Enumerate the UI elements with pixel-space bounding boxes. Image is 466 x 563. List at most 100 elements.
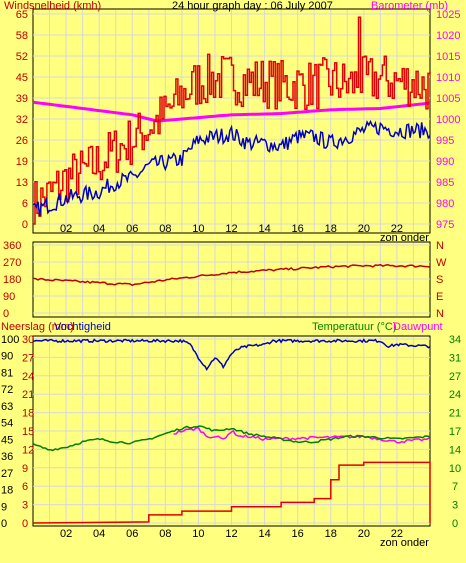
rain-series xyxy=(32,461,431,524)
x-tick-label: 14 xyxy=(258,528,270,540)
y-tick-label: 13 xyxy=(16,177,28,189)
y-tick-label: 6 xyxy=(22,481,28,493)
y-tick-label: 0 xyxy=(3,308,9,320)
y-tick-label: 81 xyxy=(1,367,13,379)
y-tick-label: 6 xyxy=(22,198,28,210)
y-tick-label: 45 xyxy=(1,434,13,446)
x-tick-label: 04 xyxy=(93,528,105,540)
grid-mid xyxy=(33,243,430,316)
humidity-series xyxy=(32,338,431,372)
y-tick-label: 36 xyxy=(1,451,13,463)
x-tick-label: 08 xyxy=(159,223,171,235)
y-tick-label: 3 xyxy=(452,500,458,512)
y-tick-label: 270 xyxy=(3,257,21,269)
x-tick-label: 20 xyxy=(358,528,370,540)
bottom-x-unit: zon onder xyxy=(380,537,429,549)
y-tick-label: 10 xyxy=(449,463,461,475)
wind-direction-series xyxy=(32,263,431,287)
x-tick-label: 16 xyxy=(292,528,304,540)
x-tick-label: 02 xyxy=(60,223,72,235)
y-tick-label: N xyxy=(436,240,444,252)
wind-speed-axis-label: Windsnelheid (kmh) xyxy=(4,0,101,12)
y-tick-label: 24 xyxy=(22,371,34,383)
dewpoint-series xyxy=(173,426,430,444)
mid-left-ticks: 360 270 180 90 0 xyxy=(3,240,21,320)
y-tick-label: 980 xyxy=(436,198,454,210)
y-tick-label: 30 xyxy=(22,334,34,346)
y-tick-label: 0 xyxy=(22,219,28,231)
y-tick-label: 1015 xyxy=(436,51,460,63)
y-tick-label: 9 xyxy=(1,501,7,513)
y-tick-label: 52 xyxy=(16,51,28,63)
y-tick-label: 17 xyxy=(449,426,461,438)
y-tick-label: 0 xyxy=(1,518,7,530)
y-tick-label: 12 xyxy=(22,444,34,456)
x-tick-label: 14 xyxy=(258,223,270,235)
x-tick-label: 20 xyxy=(358,223,370,235)
y-tick-label: 58 xyxy=(16,30,28,42)
y-tick-label: 995 xyxy=(436,135,454,147)
grid-bottom xyxy=(33,337,430,525)
y-tick-label: 24 xyxy=(449,389,461,401)
y-tick-label: 100 xyxy=(1,334,19,346)
temperature-axis-label: Temperatuur (°C) xyxy=(312,321,396,333)
y-tick-label: 985 xyxy=(436,177,454,189)
y-tick-label: 360 xyxy=(3,240,21,252)
y-tick-label: 72 xyxy=(1,384,13,396)
x-tick-label: 18 xyxy=(325,528,337,540)
y-tick-label: 32 xyxy=(16,114,28,126)
x-tick-label: 18 xyxy=(325,223,337,235)
y-tick-label: 21 xyxy=(22,389,34,401)
y-tick-label: 31 xyxy=(449,352,461,364)
barometer-axis-label: Barometer (mb) xyxy=(371,0,448,12)
y-tick-label: 0 xyxy=(22,518,28,530)
y-tick-label: 63 xyxy=(1,401,13,413)
y-tick-label: 990 xyxy=(436,156,454,168)
y-tick-label: 180 xyxy=(3,274,21,286)
y-tick-label: 19 xyxy=(16,156,28,168)
y-tick-label: 0 xyxy=(452,518,458,530)
top-x-unit: zon onder xyxy=(380,232,429,244)
y-tick-label: 7 xyxy=(452,481,458,493)
y-tick-label: 26 xyxy=(16,135,28,147)
x-tick-label: 10 xyxy=(192,528,204,540)
x-tick-label: 04 xyxy=(93,223,105,235)
y-tick-label: 1010 xyxy=(436,72,460,84)
x-tick-label: 22 xyxy=(391,528,403,540)
temperature-series xyxy=(32,425,431,452)
x-tick-label: 10 xyxy=(192,223,204,235)
y-tick-label: S xyxy=(436,274,443,286)
dewpoint-axis-label: Dauwpunt xyxy=(393,321,443,333)
y-tick-label: E xyxy=(436,291,443,303)
y-tick-label: 1005 xyxy=(436,93,460,105)
wind-average-series xyxy=(32,119,431,217)
y-tick-label: 27 xyxy=(1,468,13,480)
y-tick-label: 39 xyxy=(16,93,28,105)
x-tick-label: 02 xyxy=(60,528,72,540)
y-tick-label: 975 xyxy=(436,219,454,231)
x-tick-label: 12 xyxy=(225,223,237,235)
y-tick-label: 34 xyxy=(449,334,461,346)
x-tick-label: 06 xyxy=(126,528,138,540)
chart-title: 24 hour graph day : 06 July 2007 xyxy=(172,0,333,12)
y-tick-label: 27 xyxy=(449,371,461,383)
x-tick-label: 12 xyxy=(225,528,237,540)
x-tick-label: 06 xyxy=(126,223,138,235)
wind-gust-series xyxy=(33,16,431,225)
barometer-series xyxy=(32,100,431,123)
y-tick-label: 1020 xyxy=(436,30,460,42)
y-tick-label: 1000 xyxy=(436,114,460,126)
y-tick-label: 18 xyxy=(22,408,34,420)
y-tick-label: 65 xyxy=(16,9,28,21)
y-tick-label: 45 xyxy=(16,72,28,84)
y-tick-label: 3 xyxy=(22,500,28,512)
y-tick-label: 90 xyxy=(1,351,13,363)
top-left-ticks: 65 58 52 45 39 32 26 19 13 6 0 xyxy=(16,9,28,231)
top-x-ticks: 02 04 06 08 10 12 14 16 18 20 22 xyxy=(60,223,403,235)
y-tick-label: 27 xyxy=(22,352,34,364)
y-tick-label: 1025 xyxy=(436,9,460,21)
